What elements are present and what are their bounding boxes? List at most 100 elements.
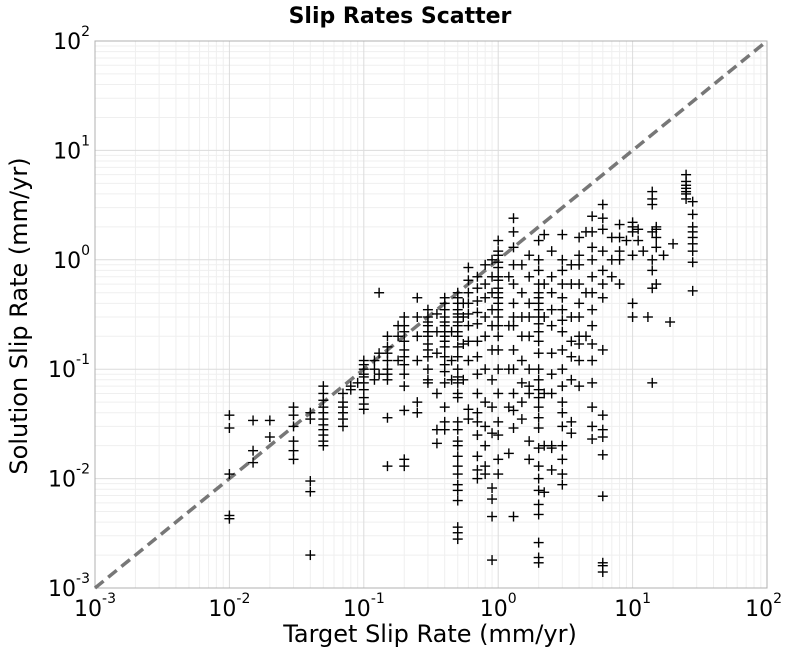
data-point [446, 374, 457, 385]
chart-title: Slip Rates Scatter [289, 4, 512, 29]
data-point [524, 331, 535, 342]
y-tick-label: 102 [53, 24, 90, 55]
data-point [264, 415, 275, 426]
data-point [452, 377, 463, 388]
data-point [597, 213, 608, 224]
data-point [431, 388, 442, 399]
data-point [557, 469, 568, 480]
data-point [557, 421, 568, 432]
data-point [687, 285, 698, 296]
data-point [393, 355, 404, 366]
data-point [597, 279, 608, 290]
data-point [546, 304, 557, 315]
x-tick-label: 100 [480, 591, 517, 622]
data-point [487, 555, 498, 566]
data-point [493, 430, 504, 441]
data-point [480, 279, 491, 290]
data-point [399, 312, 410, 323]
data-point [452, 469, 463, 480]
data-point [399, 336, 410, 347]
data-point [606, 271, 617, 282]
data-point [382, 374, 393, 385]
data-point [566, 374, 577, 385]
data-point [480, 440, 491, 451]
data-point [524, 312, 535, 323]
data-point [399, 381, 410, 392]
data-point [288, 436, 299, 447]
y-axis-label: Solution Slip Rate (mm/yr) [5, 157, 33, 474]
data-point [248, 415, 259, 426]
data-point [574, 232, 585, 243]
data-point [566, 428, 577, 439]
data-point [503, 448, 514, 459]
data-point [587, 211, 598, 222]
data-points [224, 169, 698, 578]
data-point [557, 407, 568, 418]
data-point [627, 298, 638, 309]
data-point [651, 242, 662, 253]
data-point [539, 229, 550, 240]
data-point [493, 454, 504, 465]
data-point [487, 483, 498, 494]
data-point [480, 312, 491, 323]
data-point [516, 414, 527, 425]
data-point [557, 265, 568, 276]
data-point [288, 454, 299, 465]
data-point [480, 259, 491, 270]
data-point [574, 298, 585, 309]
data-point [224, 469, 235, 480]
data-point [587, 254, 598, 265]
data-point [458, 374, 469, 385]
x-axis-label: Target Slip Rate (mm/yr) [282, 620, 577, 648]
data-point [493, 262, 504, 273]
data-point [487, 402, 498, 413]
data-point [574, 312, 585, 323]
x-tick-label: 102 [745, 591, 782, 622]
data-point [439, 377, 450, 388]
data-point [472, 407, 483, 418]
data-point [668, 238, 679, 249]
data-point [533, 423, 544, 434]
data-point [539, 279, 550, 290]
data-point [557, 279, 568, 290]
data-point [524, 364, 535, 375]
data-point [533, 364, 544, 375]
data-point [382, 412, 393, 423]
data-point [580, 331, 591, 342]
data-point [633, 235, 644, 246]
data-point [587, 242, 598, 253]
data-point [627, 226, 638, 237]
data-point [597, 199, 608, 210]
data-point [557, 304, 568, 315]
data-point [687, 209, 698, 220]
data-point [337, 388, 348, 399]
data-point [508, 388, 519, 399]
reference-line-1to1 [93, 39, 769, 590]
y-tick-label: 101 [53, 133, 90, 164]
data-point [516, 355, 527, 366]
data-point [463, 404, 474, 415]
data-point [480, 292, 491, 303]
data-point [587, 377, 598, 388]
data-point [452, 495, 463, 506]
data-point [463, 298, 474, 309]
data-point [422, 364, 433, 375]
data-point [493, 235, 504, 246]
data-point [472, 369, 483, 380]
data-point [597, 224, 608, 235]
data-point [487, 428, 498, 439]
data-point [446, 355, 457, 366]
data-point [472, 336, 483, 347]
data-point [533, 326, 544, 337]
data-point [472, 464, 483, 475]
data-point [463, 275, 474, 286]
data-point [597, 246, 608, 257]
data-point [557, 440, 568, 451]
plot-area-frame [94, 40, 768, 589]
data-point [687, 257, 698, 268]
data-point [566, 416, 577, 427]
data-point [614, 232, 625, 243]
data-point [614, 254, 625, 265]
data-point [524, 436, 535, 447]
